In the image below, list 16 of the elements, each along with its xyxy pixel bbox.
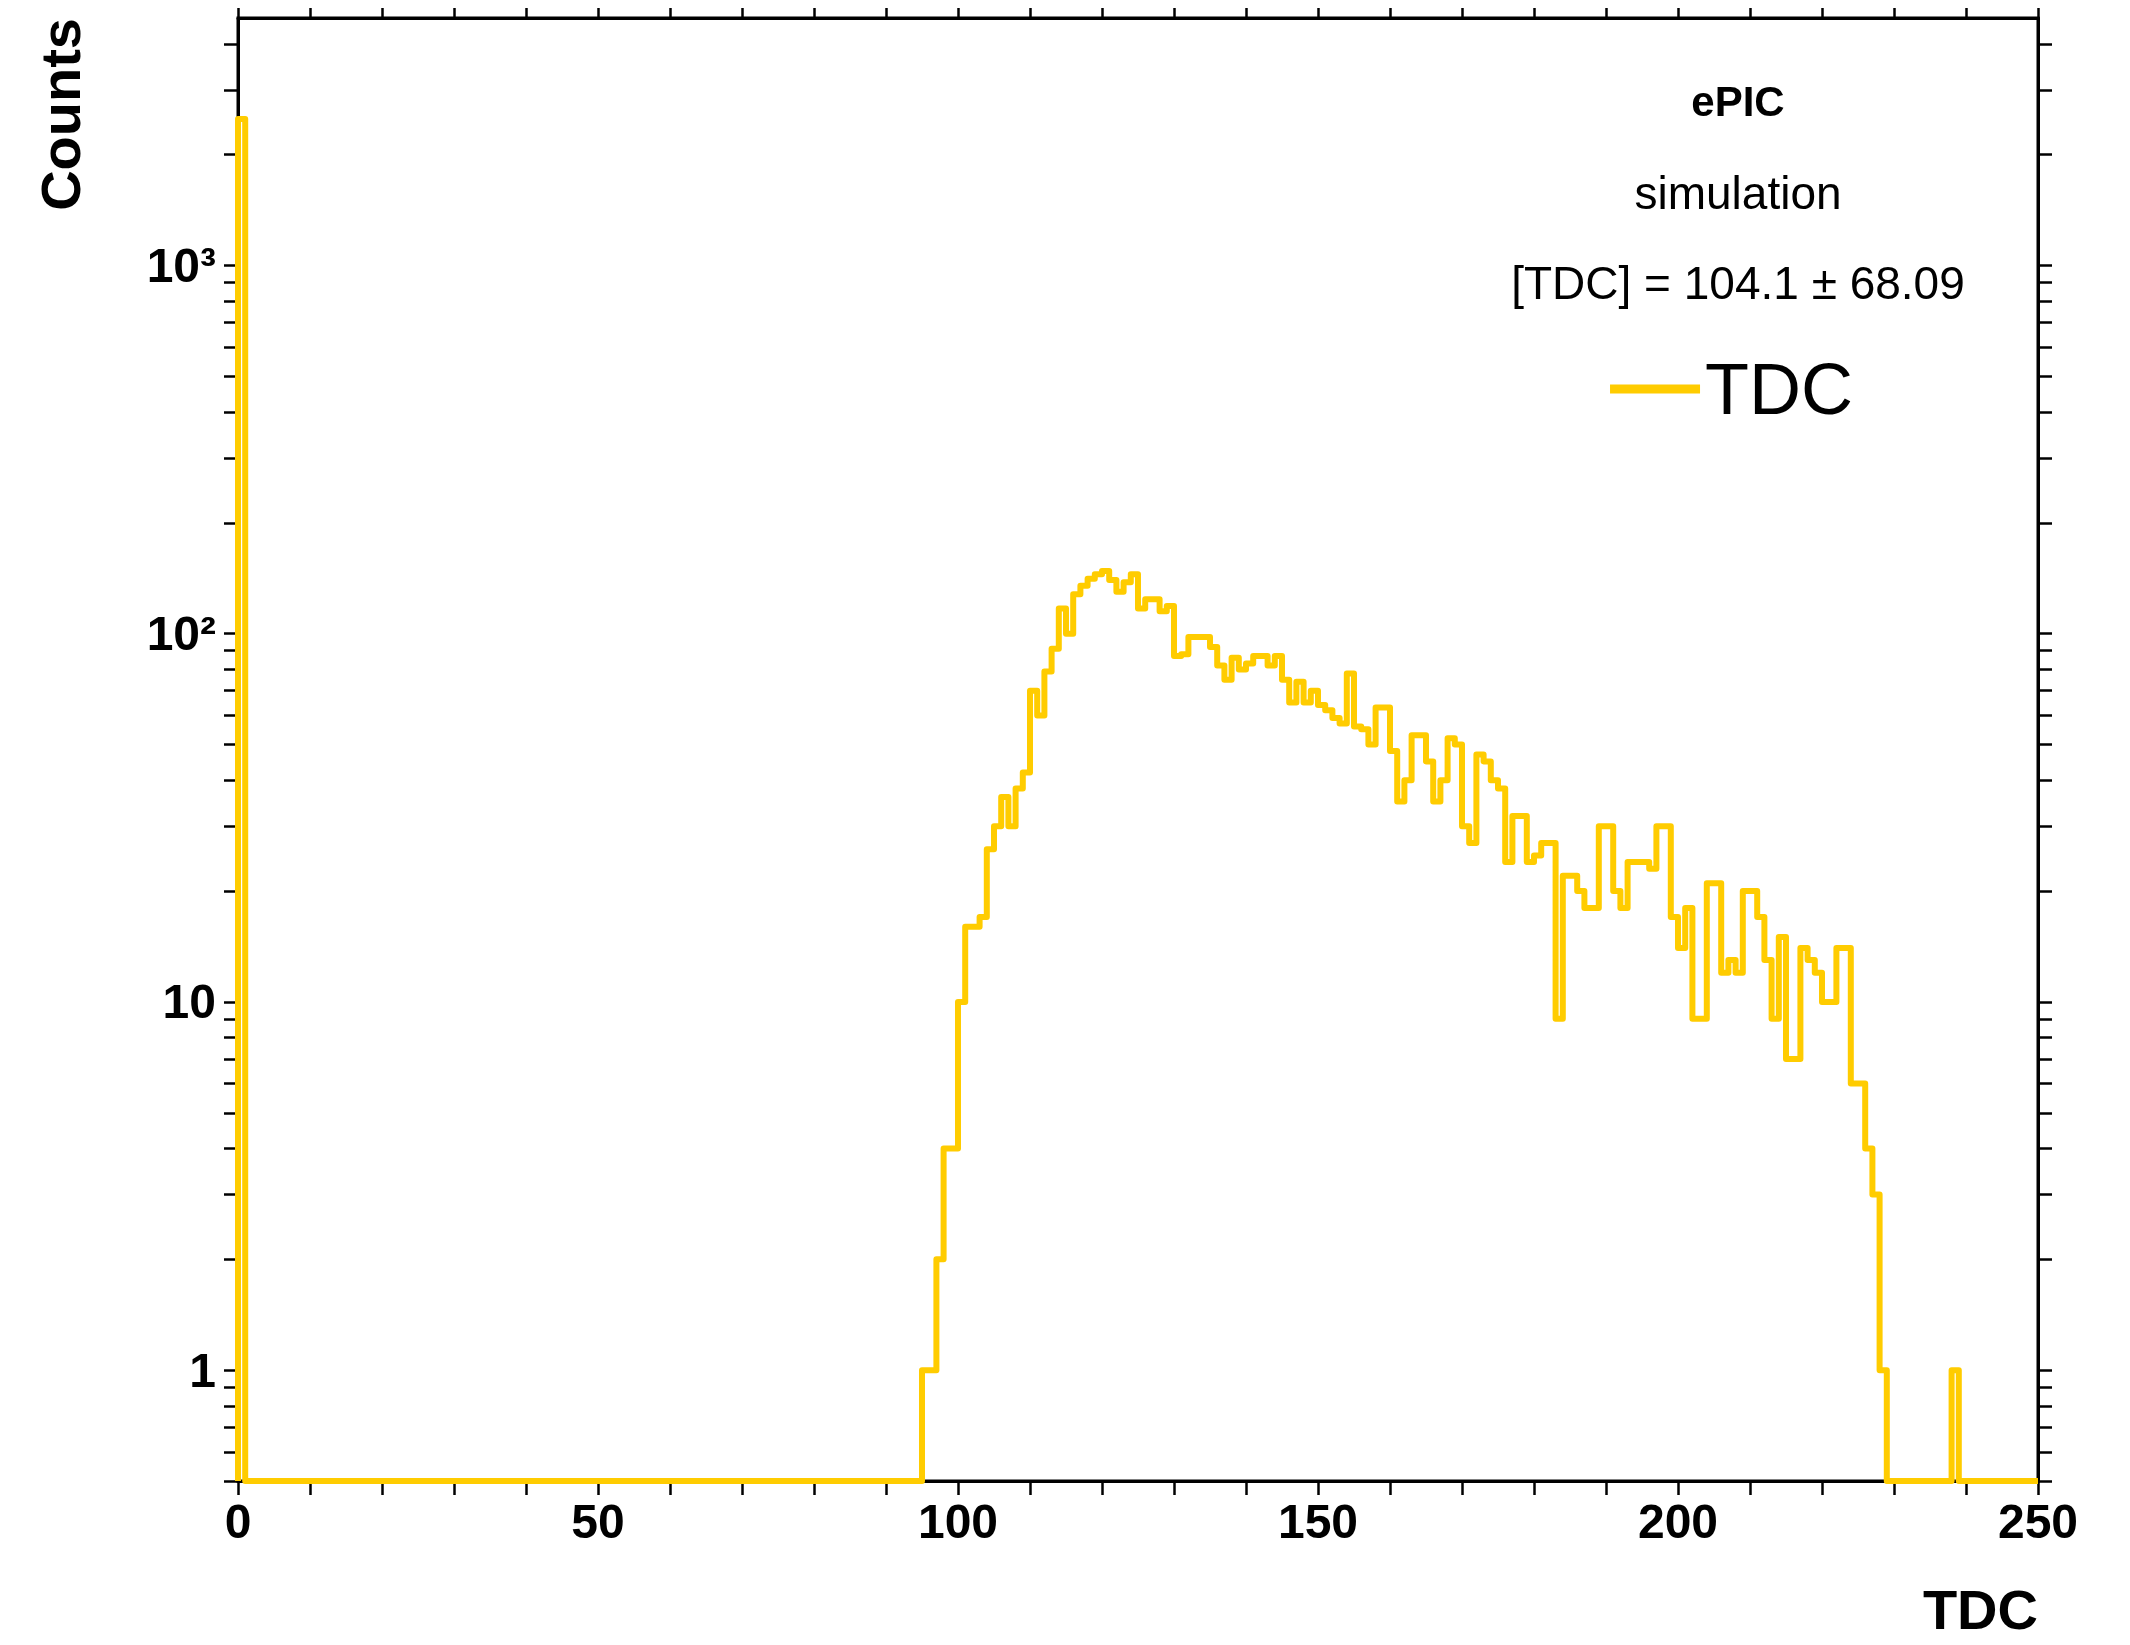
- x-tick-label: 50: [571, 1494, 625, 1548]
- annotation: simulation: [1634, 167, 1842, 219]
- x-tick-label: 0: [224, 1494, 252, 1548]
- annotation: [TDC] = 104.1 ± 68.09: [1511, 257, 1965, 309]
- y-tick-label: 1: [189, 1343, 216, 1397]
- x-tick-label: 200: [1637, 1494, 1719, 1548]
- y-tick-label: 10²: [146, 607, 216, 661]
- y-tick-label: 10: [162, 975, 216, 1029]
- y-axis-title: Counts: [28, 18, 92, 211]
- legend-label: TDC: [1705, 349, 1854, 429]
- x-tick-label: 150: [1277, 1494, 1359, 1548]
- y-tick-label: 10³: [146, 238, 216, 292]
- x-axis-title: TDC: [1922, 1577, 2038, 1641]
- annotation: ePIC: [1691, 77, 1785, 125]
- x-tick-label: 250: [1997, 1494, 2079, 1548]
- x-tick-label: 100: [917, 1494, 999, 1548]
